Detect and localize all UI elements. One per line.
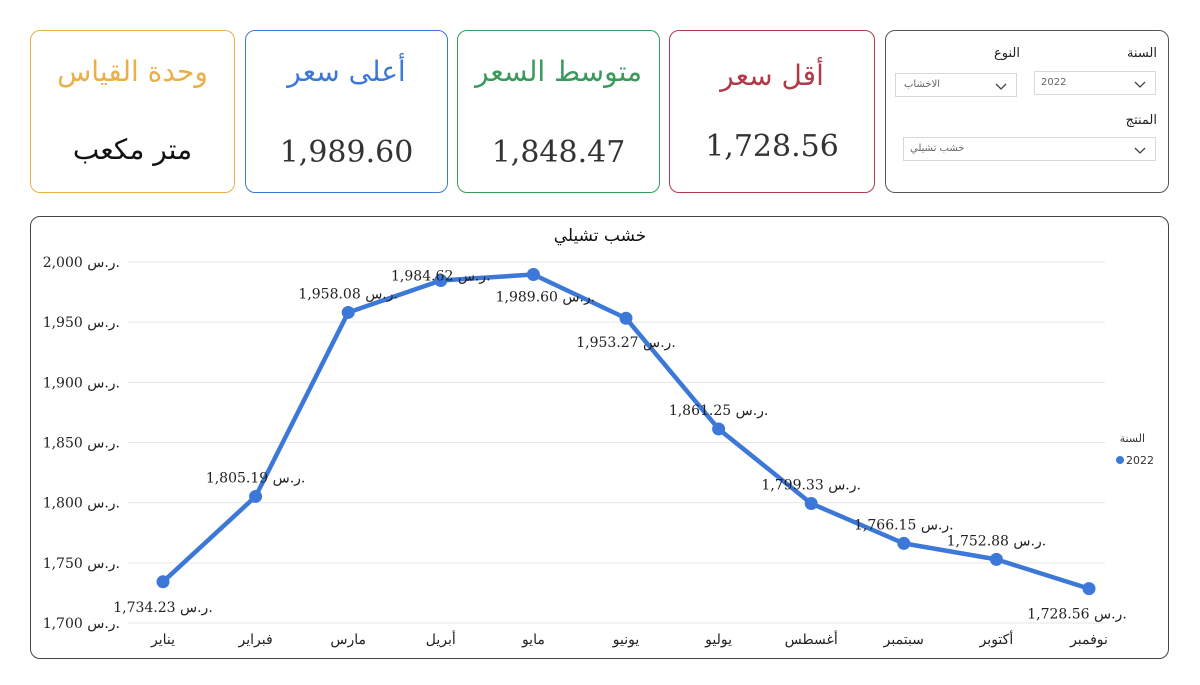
min-price-card: أقل سعر 1,728.56 xyxy=(669,30,875,193)
y-tick-label: 1,750 ر.س. xyxy=(43,556,120,572)
avg-price-value: 1,848.47 xyxy=(491,135,626,170)
legend-entry: 2022 xyxy=(1126,454,1154,467)
data-label: 1,989.60 ر.س. xyxy=(496,290,596,306)
unit-card-value: متر مكعب xyxy=(72,133,193,166)
legend: السنة 2022 xyxy=(1116,432,1154,467)
y-tick-label: 1,800 ر.س. xyxy=(43,496,120,512)
data-label: 1,728.56 ر.س. xyxy=(1027,607,1127,623)
unit-card-title: وحدة القياس xyxy=(57,55,208,88)
year-select[interactable]: 2022 xyxy=(1034,71,1156,95)
x-tick-label: يناير xyxy=(150,632,175,648)
product-select-value: خشب تشيلي xyxy=(910,143,965,154)
data-point xyxy=(989,552,1003,566)
data-label: 1,953.27 ر.س. xyxy=(576,335,676,351)
data-label: 1,958.08 ر.س. xyxy=(298,286,398,302)
data-point xyxy=(249,489,263,503)
x-tick-label: أبريل xyxy=(426,629,456,648)
data-point xyxy=(434,274,448,288)
x-tick-label: أغسطس xyxy=(785,629,838,648)
data-label: 1,799.33 ر.س. xyxy=(761,477,861,493)
x-tick-label: يوليو xyxy=(704,632,732,648)
data-point xyxy=(804,496,818,510)
avg-price-title: متوسط السعر xyxy=(474,55,643,88)
data-point xyxy=(897,536,911,550)
data-label: 1,766.15 ر.س. xyxy=(854,517,954,533)
product-filter-label: المنتج xyxy=(1125,113,1157,128)
data-label: 1,805.19 ر.س. xyxy=(206,470,306,486)
x-tick-label: سبتمبر xyxy=(883,632,924,648)
y-tick-label: 1,850 ر.س. xyxy=(43,436,120,452)
type-filter-label: النوع xyxy=(994,46,1020,61)
max-price-title: أعلى سعر xyxy=(287,55,406,88)
chevron-down-icon xyxy=(1133,76,1147,90)
data-label: 1,752.88 ر.س. xyxy=(947,533,1047,549)
data-label: 1,734.23 ر.س. xyxy=(113,600,213,616)
data-labels: 1,734.23 ر.س.1,805.19 ر.س.1,958.08 ر.س.1… xyxy=(113,269,1127,623)
data-point xyxy=(526,268,540,282)
max-price-value: 1,989.60 xyxy=(279,135,414,170)
x-tick-label: مايو xyxy=(521,632,545,648)
data-label: 1,984.62 ر.س. xyxy=(391,269,491,285)
x-tick-label: مارس xyxy=(330,632,366,648)
y-tick-label: 1,900 ر.س. xyxy=(43,375,120,391)
series-points xyxy=(156,268,1096,596)
x-tick-label: فبراير xyxy=(238,632,273,648)
data-point xyxy=(619,311,633,325)
min-price-value: 1,728.56 xyxy=(705,129,839,164)
y-axis: 1,700 ر.س. 1,750 ر.س. 1,800 ر.س. 1,850 ر.س.… xyxy=(43,255,120,632)
chevron-down-icon xyxy=(1133,142,1147,156)
type-select[interactable]: الاخشاب xyxy=(895,73,1017,97)
data-point xyxy=(156,575,170,589)
legend-marker xyxy=(1116,456,1124,464)
product-select[interactable]: خشب تشيلي xyxy=(903,137,1156,161)
x-tick-label: نوفمبر xyxy=(1069,632,1108,648)
chart-title: خشب تشيلي xyxy=(554,226,647,246)
min-price-title: أقل سعر xyxy=(720,59,824,92)
unit-card: وحدة القياس متر مكعب xyxy=(30,30,235,193)
type-select-value: الاخشاب xyxy=(904,79,941,90)
max-price-card: أعلى سعر 1,989.60 xyxy=(245,30,448,193)
y-tick-label: 1,950 ر.س. xyxy=(43,315,120,331)
chart-frame xyxy=(30,216,1169,659)
avg-price-card: متوسط السعر 1,848.47 xyxy=(457,30,660,193)
year-filter-label: السنة xyxy=(1126,46,1157,61)
x-tick-label: أكتوبر xyxy=(979,629,1014,648)
filter-panel: السنة النوع 2022 الاخشاب المنتج خشب تشيل… xyxy=(885,30,1169,193)
x-tick-label: يونيو xyxy=(612,632,640,648)
y-tick-label: 2,000 ر.س. xyxy=(43,255,120,271)
y-tick-label: 1,700 ر.س. xyxy=(43,616,120,632)
x-axis: يناير فبراير مارس أبريل مايو يونيو يوليو أغسطس س… xyxy=(150,629,1108,648)
data-label: 1,861.25 ر.س. xyxy=(669,403,769,419)
data-point xyxy=(1082,582,1096,596)
data-point xyxy=(341,305,355,319)
data-point xyxy=(712,422,726,436)
chevron-down-icon xyxy=(994,78,1008,92)
year-select-value: 2022 xyxy=(1041,77,1067,88)
chart-grid xyxy=(128,261,1105,624)
legend-title: السنة xyxy=(1120,432,1145,445)
